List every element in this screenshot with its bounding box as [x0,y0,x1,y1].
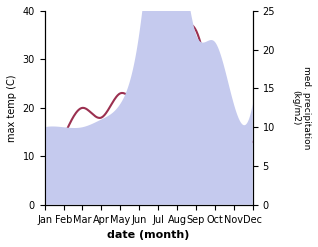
Y-axis label: med. precipitation
(kg/m2): med. precipitation (kg/m2) [292,66,311,149]
X-axis label: date (month): date (month) [107,230,190,240]
Y-axis label: max temp (C): max temp (C) [7,74,17,142]
